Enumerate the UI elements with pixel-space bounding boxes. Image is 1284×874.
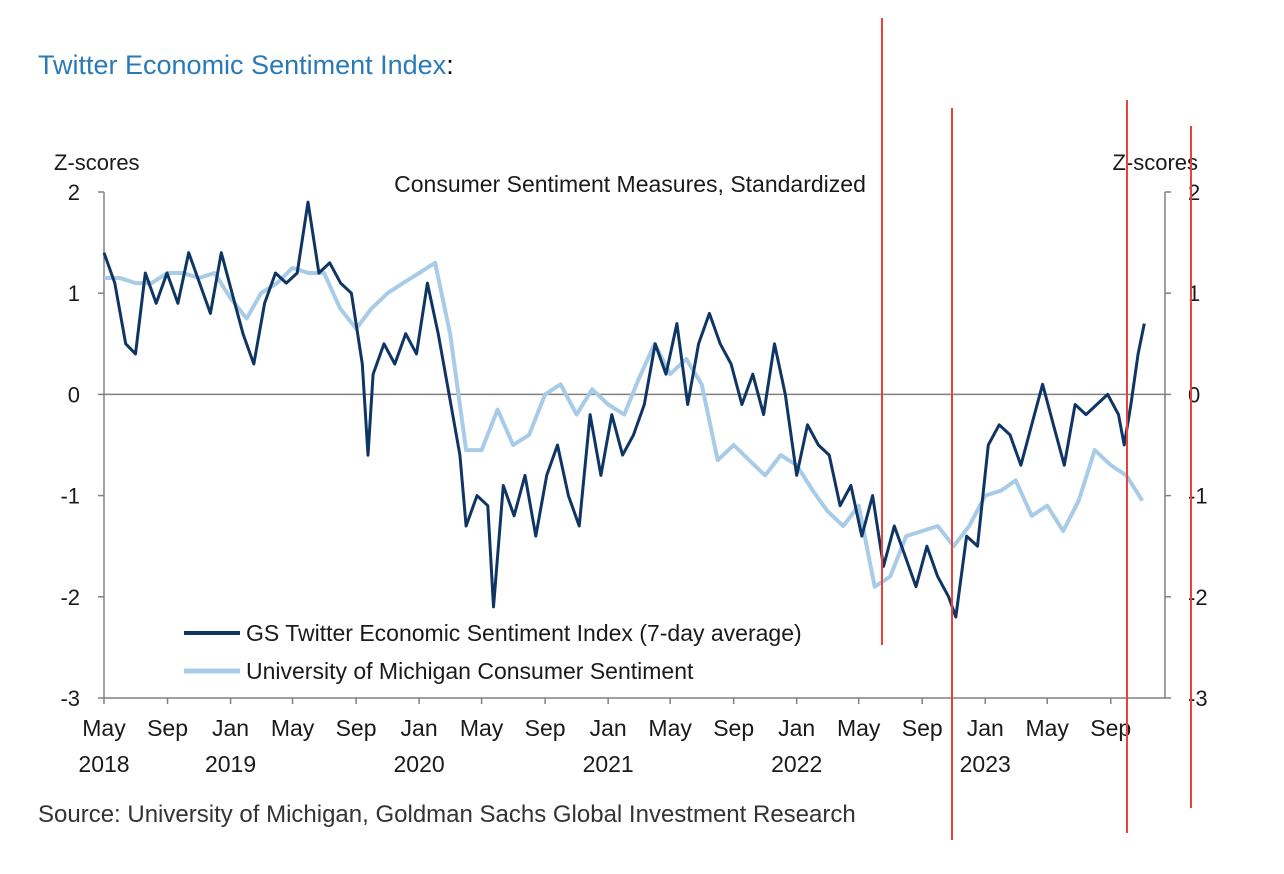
legend-label-2: University of Michigan Consumer Sentimen… <box>246 658 694 684</box>
x-tick-label: Jan <box>401 715 438 741</box>
twitter-sentiment-line <box>102 200 1146 619</box>
y-tick-label-left: -3 <box>60 686 80 711</box>
x-tick-label: Jan <box>967 715 1004 741</box>
x-tick-label: Jan <box>778 715 815 741</box>
x-tick-label: May <box>460 715 504 741</box>
x-tick-year-label: 2020 <box>394 751 445 777</box>
y-tick-label-right: -2 <box>1188 585 1208 610</box>
x-tick-label: Sep <box>336 715 377 741</box>
x-tick-year-label: 2018 <box>78 751 129 777</box>
y-tick-label-right: -1 <box>1188 484 1208 509</box>
y-tick-label-left: -2 <box>60 585 80 610</box>
y-tick-label-left: -1 <box>60 484 80 509</box>
source-note: Source: University of Michigan, Goldman … <box>38 801 856 828</box>
x-tick-label: May <box>1025 715 1069 741</box>
heading-suffix: : <box>446 50 454 80</box>
x-tick-label: May <box>837 715 881 741</box>
x-tick-label: May <box>648 715 692 741</box>
chart-legend: GS Twitter Economic Sentiment Index (7-d… <box>184 620 802 684</box>
y-axis-title-left: Z-scores <box>54 150 140 175</box>
heading-link[interactable]: Twitter Economic Sentiment Index <box>38 50 447 80</box>
y-tick-label-left: 2 <box>68 180 80 205</box>
y-tick-label-left: 0 <box>68 382 80 407</box>
x-tick-year-label: 2023 <box>960 751 1011 777</box>
x-tick-label: Jan <box>212 715 249 741</box>
x-tick-label: Sep <box>713 715 754 741</box>
x-tick-label: Sep <box>147 715 188 741</box>
x-tick-label: Sep <box>525 715 566 741</box>
x-tick-label: May <box>82 715 126 741</box>
y-axis-title-right: Z-scores <box>1112 150 1198 175</box>
x-tick-year-label: 2022 <box>771 751 822 777</box>
y-tick-label-right: 2 <box>1188 180 1200 205</box>
y-tick-label-left: 1 <box>68 281 80 306</box>
legend-label-1: GS Twitter Economic Sentiment Index (7-d… <box>246 620 802 646</box>
y-tick-label-right: 0 <box>1188 382 1200 407</box>
x-tick-label: May <box>271 715 315 741</box>
y-tick-label-right: 1 <box>1188 281 1200 306</box>
chart-title: Consumer Sentiment Measures, Standardize… <box>394 171 866 197</box>
x-tick-year-label: 2019 <box>205 751 256 777</box>
x-tick-label: Jan <box>590 715 627 741</box>
annotation-layer <box>881 18 1192 840</box>
series-layer <box>102 200 1146 619</box>
x-tick-year-label: 2021 <box>583 751 634 777</box>
michigan-sentiment-line <box>104 260 1144 589</box>
y-tick-label-right: -3 <box>1188 686 1208 711</box>
x-tick-label: Sep <box>1090 715 1131 741</box>
x-tick-label: Sep <box>902 715 943 741</box>
axes-layer: -3 -3 -2 -2 -1 -1 0 0 1 1 2 2 Z-scores Z-scores Consum… <box>54 150 1208 777</box>
page-heading: Twitter Economic Sentiment Index: <box>38 50 454 81</box>
